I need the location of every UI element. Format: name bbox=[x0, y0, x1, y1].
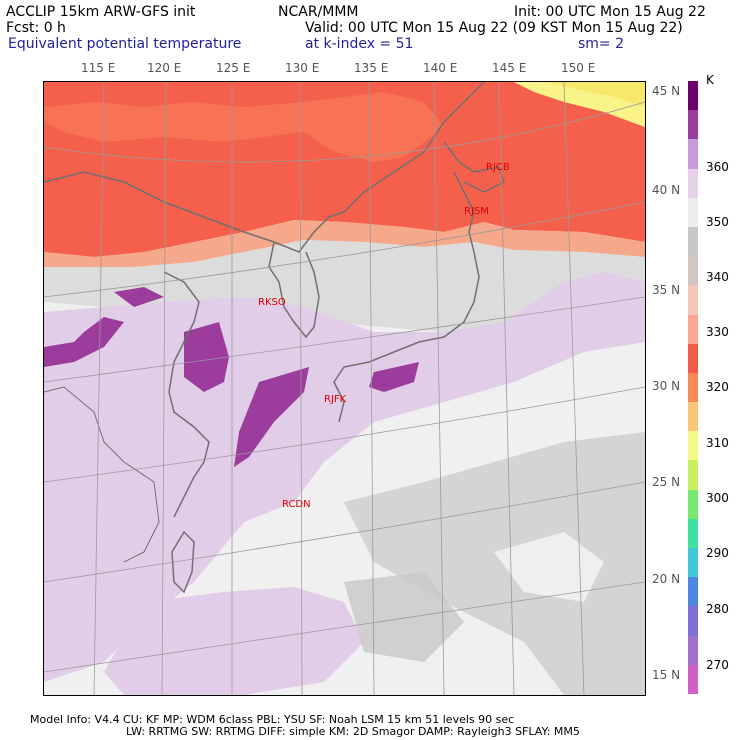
coastline-china-east bbox=[163, 271, 210, 518]
colorbar-segment bbox=[688, 548, 698, 578]
colorbar-unit: K bbox=[706, 73, 714, 87]
coastline-taiwan bbox=[171, 530, 195, 594]
colorbar-label-330: 330 bbox=[706, 325, 729, 339]
white-patch-southeast bbox=[494, 532, 604, 602]
colorbar-segment bbox=[688, 314, 698, 345]
lilac-south-360 bbox=[104, 587, 364, 695]
gray-band-350 bbox=[44, 240, 645, 342]
colorbar-label-300: 300 bbox=[706, 491, 729, 505]
colorbar-label-270: 270 bbox=[706, 658, 729, 672]
coastline-japan bbox=[333, 171, 480, 423]
lon-label-130: 130 E bbox=[285, 61, 320, 75]
k-index-label: at k-index = 51 bbox=[305, 36, 414, 52]
lon-label-140: 140 E bbox=[423, 61, 458, 75]
lon-label-120: 120 E bbox=[147, 61, 182, 75]
colorbar-label-340: 340 bbox=[706, 270, 729, 284]
lon-label-145: 145 E bbox=[492, 61, 527, 75]
colorbar-segment bbox=[688, 197, 698, 228]
colorbar-segment bbox=[688, 343, 698, 374]
colorbar-segment bbox=[688, 285, 698, 316]
colorbar-segment bbox=[688, 664, 698, 695]
lon-label-115: 115 E bbox=[81, 61, 116, 75]
colorbar-segment bbox=[688, 226, 698, 257]
theta-e-field bbox=[44, 82, 645, 695]
colorbar-label-310: 310 bbox=[706, 436, 729, 450]
station-rcdn: RCDN bbox=[282, 499, 311, 510]
lat-label-25: 25 N bbox=[652, 475, 681, 489]
purple-core-ecs bbox=[234, 367, 309, 467]
colorbar-label-320: 320 bbox=[706, 380, 729, 394]
border-line-inland bbox=[44, 386, 160, 563]
init-time: Init: 00 UTC Mon 15 Aug 22 bbox=[514, 4, 706, 20]
coastline-korea bbox=[268, 241, 320, 339]
colorbar-segment bbox=[688, 110, 698, 140]
colorbar-segment bbox=[688, 635, 698, 666]
forecast-hour: Fcst: 0 h bbox=[6, 20, 66, 36]
warm-patch-320 bbox=[44, 92, 444, 162]
lon-label-150: 150 E bbox=[561, 61, 596, 75]
graticule bbox=[44, 82, 645, 695]
station-rjcb: RJCB bbox=[486, 162, 510, 173]
model-title: ACCLIP 15km ARW-GFS init bbox=[6, 4, 196, 20]
footer-physics-info: LW: RRTMG SW: RRTMG DIFF: simple KM: 2D … bbox=[126, 725, 580, 738]
warm-corner-300 bbox=[544, 82, 645, 107]
institution-label: NCAR/MMM bbox=[278, 4, 359, 20]
station-rjsm: RJSM bbox=[464, 206, 489, 217]
colorbar-label-360: 360 bbox=[706, 160, 729, 174]
lon-label-125: 125 E bbox=[216, 61, 251, 75]
map-panel[interactable]: RJCB RJSM RKSO RJFK RCDN bbox=[43, 81, 646, 696]
purple-core-west bbox=[44, 317, 124, 367]
colorbar-segment bbox=[688, 431, 698, 461]
colorbar-segment bbox=[688, 518, 698, 549]
colorbar-segment bbox=[688, 256, 698, 286]
colorbar-segment bbox=[688, 139, 698, 170]
coastline-mainland-north bbox=[44, 82, 485, 253]
gray-southeast-350 bbox=[344, 432, 645, 695]
colorbar-label-290: 290 bbox=[706, 546, 729, 560]
colorbar-segment bbox=[688, 372, 698, 403]
coastline-hokkaido bbox=[443, 141, 505, 193]
lon-label-135: 135 E bbox=[354, 61, 389, 75]
lat-label-45: 45 N bbox=[652, 84, 681, 98]
purple-core-shikoku bbox=[369, 362, 419, 392]
lat-label-30: 30 N bbox=[652, 379, 681, 393]
colorbar bbox=[688, 81, 698, 695]
lat-label-40: 40 N bbox=[652, 183, 681, 197]
lat-label-20: 20 N bbox=[652, 572, 681, 586]
station-rkso: RKSO bbox=[258, 297, 286, 308]
station-rjfk: RJFK bbox=[324, 394, 347, 405]
colorbar-label-280: 280 bbox=[706, 602, 729, 616]
purple-core-yellowsea bbox=[184, 322, 229, 392]
colorbar-segment bbox=[688, 81, 698, 111]
footer-model-info: Model Info: V4.4 CU: KF MP: WDM 6class P… bbox=[30, 713, 515, 726]
colorbar-segment bbox=[688, 460, 698, 491]
purple-core-bohai bbox=[114, 287, 164, 307]
colorbar-segment bbox=[688, 577, 698, 607]
gray-patch-south bbox=[344, 572, 464, 662]
colorbar-segment bbox=[688, 606, 698, 637]
valid-time: Valid: 00 UTC Mon 15 Aug 22 (09 KST Mon … bbox=[305, 20, 683, 36]
colorbar-segment bbox=[688, 402, 698, 432]
colorbar-label-350: 350 bbox=[706, 215, 729, 229]
lat-label-35: 35 N bbox=[652, 283, 681, 297]
field-name: Equivalent potential temperature bbox=[8, 36, 242, 52]
smoothing-label: sm= 2 bbox=[578, 36, 625, 52]
colorbar-segment bbox=[688, 489, 698, 520]
warm-band-340 bbox=[44, 220, 645, 267]
lat-label-15: 15 N bbox=[652, 668, 681, 682]
colorbar-segment bbox=[688, 168, 698, 199]
